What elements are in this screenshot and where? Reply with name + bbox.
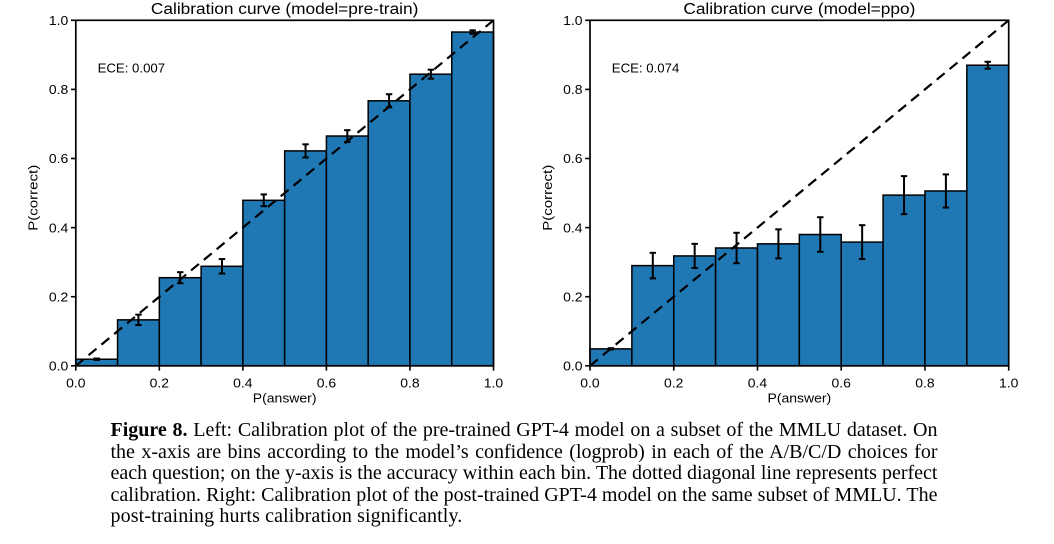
svg-text:0.8: 0.8	[49, 82, 68, 97]
svg-text:1.0: 1.0	[563, 13, 582, 28]
svg-text:0.2: 0.2	[563, 289, 582, 304]
svg-text:0.4: 0.4	[563, 220, 582, 235]
svg-text:P(correct): P(correct)	[26, 165, 41, 231]
svg-text:0.2: 0.2	[664, 375, 683, 390]
svg-text:1.0: 1.0	[999, 375, 1018, 390]
svg-text:0.6: 0.6	[832, 375, 851, 390]
svg-text:0.0: 0.0	[563, 359, 582, 374]
svg-text:Calibration curve (model=pre-t: Calibration curve (model=pre-train)	[151, 1, 419, 18]
svg-text:0.0: 0.0	[49, 359, 68, 374]
svg-text:1.0: 1.0	[484, 375, 503, 390]
svg-text:0.0: 0.0	[580, 375, 599, 390]
svg-text:0.4: 0.4	[233, 375, 252, 390]
svg-text:0.8: 0.8	[915, 375, 934, 390]
svg-text:ECE: 0.007: ECE: 0.007	[98, 60, 166, 75]
svg-text:0.4: 0.4	[748, 375, 767, 390]
svg-text:0.6: 0.6	[49, 151, 68, 166]
svg-text:ECE: 0.074: ECE: 0.074	[612, 60, 680, 75]
svg-text:0.6: 0.6	[563, 151, 582, 166]
svg-text:P(correct): P(correct)	[540, 165, 555, 231]
svg-text:0.2: 0.2	[49, 289, 68, 304]
svg-text:0.6: 0.6	[317, 375, 336, 390]
svg-text:0.2: 0.2	[150, 375, 169, 390]
svg-text:0.8: 0.8	[400, 375, 419, 390]
svg-text:P(answer): P(answer)	[768, 391, 832, 406]
svg-text:0.8: 0.8	[563, 82, 582, 97]
svg-text:P(answer): P(answer)	[253, 391, 317, 406]
svg-text:0.0: 0.0	[66, 375, 85, 390]
svg-text:0.4: 0.4	[49, 220, 68, 235]
svg-text:Calibration curve (model=ppo): Calibration curve (model=ppo)	[683, 1, 915, 18]
svg-text:1.0: 1.0	[49, 13, 68, 28]
